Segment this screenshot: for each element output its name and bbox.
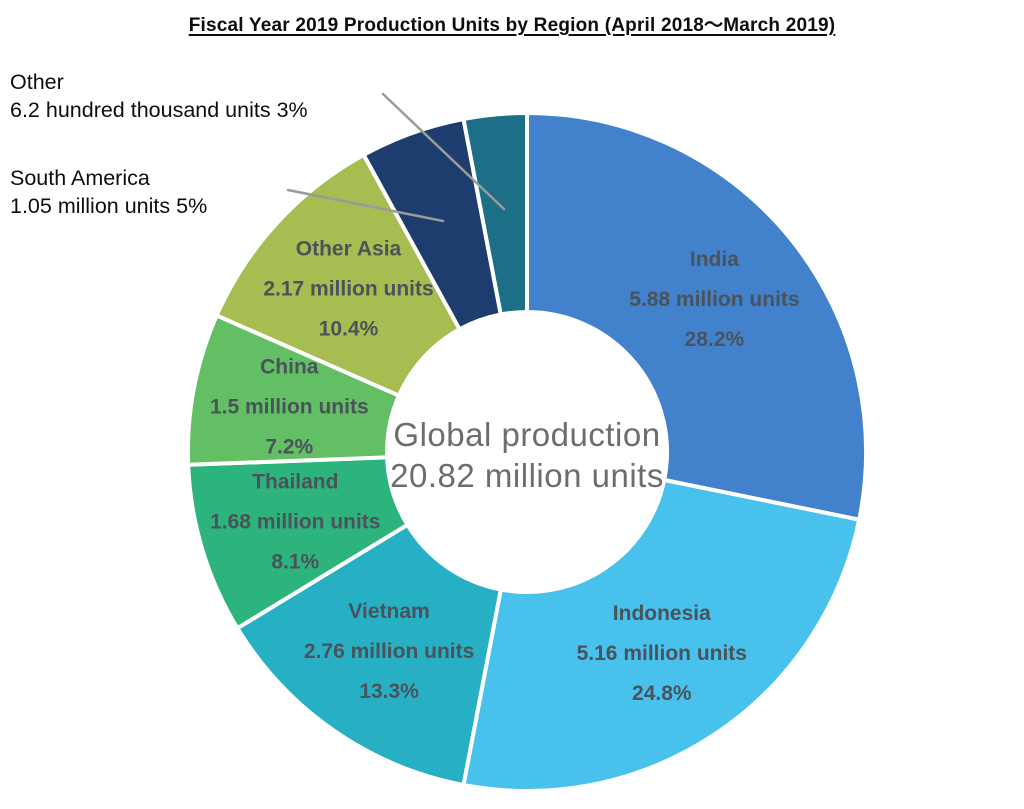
chart-title: Fiscal Year 2019 Production Units by Reg… [188,15,836,36]
slice-label-indonesia-line1: Indonesia [613,602,711,625]
slice-label-vietnam-line3: 13.3% [359,680,419,703]
center-label-line1: Global production [393,416,660,453]
slice-label-other-asia-line2: 2.17 million units [263,278,433,301]
callout-other: Other 6.2 hundred thousand units 3% [10,68,308,124]
slice-label-other-asia-line1: Other Asia [296,238,402,261]
callout-other-value: 6.2 hundred thousand units 3% [10,98,308,122]
slice-label-india-line2: 5.88 million units [629,288,799,311]
slice-label-indonesia-line2: 5.16 million units [577,642,747,665]
south-america-leader-line [286,188,445,223]
callout-south-america-value: 1.05 million units 5% [10,194,208,218]
center-label-line2: 20.82 million units [390,457,664,494]
slice-label-india-line3: 28.2% [685,328,745,351]
slice-indonesia [461,478,862,793]
slice-other [461,111,529,317]
slice-label-india-line1: India [690,248,739,271]
slice-label-china-line2: 1.5 million units [210,396,369,419]
other-leader-line [381,92,506,211]
slice-label-vietnam-line1: Vietnam [348,600,429,623]
slice-label-thailand-line1: Thailand [252,471,338,494]
callout-south-america-name: South America [10,166,150,190]
callout-other-name: Other [10,70,64,94]
slice-label-thailand-line2: 1.68 million units [210,511,380,534]
slice-label-china-line1: China [260,356,319,379]
donut-slices [185,111,868,793]
slice-label-indonesia-line3: 24.8% [632,682,692,705]
slice-label-thailand-line3: 8.1% [271,551,319,574]
slice-other-asia [214,152,462,398]
donut-slice-labels: India 5.88 million units 28.2% Indonesia 5.1… [210,238,800,705]
callout-south-america: South America 1.05 million units 5% [10,164,207,220]
slice-label-china-line3: 7.2% [265,436,313,459]
slice-label-vietnam-line2: 2.76 million units [304,640,474,663]
slice-label-other-asia-line3: 10.4% [319,318,379,341]
slice-india [525,111,868,522]
